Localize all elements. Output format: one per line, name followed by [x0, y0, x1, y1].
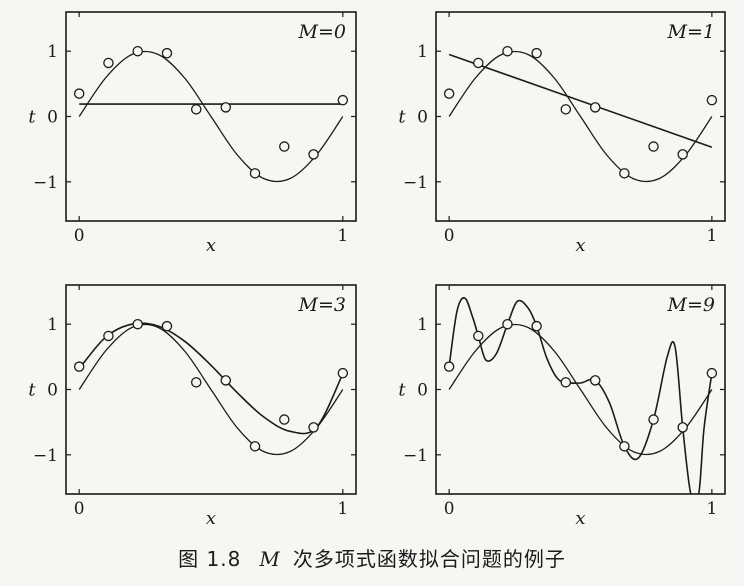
data-point: [73, 361, 85, 372]
data-point: [132, 318, 143, 330]
data-point: [443, 361, 455, 372]
data-point: [308, 422, 319, 433]
data-point: [648, 141, 659, 152]
y-axis-label: t: [28, 107, 36, 128]
data-point: [560, 377, 572, 388]
y-tick-label: 0: [417, 381, 428, 401]
data-point: [103, 57, 114, 69]
data-point: [589, 102, 601, 113]
plot-panel-2: −1 0 1 0 1 x t M=1: [398, 11, 726, 256]
data-point: [677, 149, 688, 160]
y-tick-label: 0: [47, 108, 58, 128]
data-point: [619, 441, 630, 452]
data-point: [337, 94, 349, 106]
data-point: [73, 88, 85, 99]
fitted-curve-series: [78, 322, 344, 435]
model-order-annotation: M=9: [667, 294, 715, 316]
x-tick-label: 1: [706, 499, 717, 519]
data-point: [706, 367, 718, 379]
series-group: [78, 50, 344, 183]
true-curve-series: [448, 323, 713, 456]
plot-panel-4: −1 0 1 0 1 x t M=9: [398, 284, 726, 529]
x-tick-label: 1: [337, 226, 348, 246]
data-point: [619, 168, 630, 179]
data-point: [220, 102, 232, 113]
data-point: [308, 149, 319, 160]
fitted-curve-series: [448, 53, 713, 148]
x-tick-label: 0: [74, 226, 85, 246]
data-point: [531, 320, 542, 332]
model-order-annotation: M=0: [298, 21, 346, 43]
fitted-curve-series: [448, 297, 713, 494]
model-order-annotation: M=3: [298, 294, 346, 316]
y-tick-label: 1: [47, 42, 58, 62]
x-tick-label: 0: [74, 499, 85, 519]
y-tick-label: −1: [403, 446, 428, 466]
data-point: [161, 47, 173, 59]
y-axis-label: t: [398, 380, 406, 401]
x-tick-label: 1: [337, 499, 348, 519]
plot-panel-3: −1 0 1 0 1 x t M=3: [28, 284, 357, 529]
data-point: [473, 57, 484, 69]
data-point: [249, 441, 261, 452]
y-tick-label: −1: [33, 446, 58, 466]
data-point: [337, 367, 349, 379]
data-point: [473, 330, 484, 342]
series-group: [448, 50, 713, 183]
data-point: [220, 375, 232, 386]
series-group: [78, 322, 344, 456]
y-tick-label: 1: [47, 315, 58, 335]
series-group: [448, 297, 713, 494]
true-curve-series: [78, 50, 344, 183]
data-point: [132, 45, 143, 57]
data-point: [443, 88, 455, 99]
plot-panel-1: −1 0 1 0 1 x t M=0: [28, 11, 357, 256]
data-point: [502, 45, 513, 57]
model-order-annotation: M=1: [667, 21, 715, 43]
y-tick-label: −1: [403, 173, 428, 193]
figure-caption: 图 1.8 M 次多项式函数拟合问题的例子: [0, 543, 744, 572]
x-axis-label: x: [575, 508, 585, 529]
x-tick-label: 1: [706, 226, 717, 246]
y-tick-label: 1: [417, 315, 428, 335]
data-point: [190, 104, 202, 115]
data-point: [560, 104, 572, 115]
caption-number: 图 1.8: [178, 547, 242, 571]
y-tick-label: 1: [417, 42, 428, 62]
caption-variable: M: [259, 547, 281, 571]
data-point: [161, 320, 173, 332]
y-axis-label: t: [28, 380, 36, 401]
true-curve-series: [78, 323, 344, 456]
y-tick-label: 0: [417, 108, 428, 128]
caption-text: 次多项式函数拟合问题的例子: [292, 547, 566, 571]
x-axis-label: x: [206, 508, 216, 529]
y-tick-label: 0: [47, 381, 58, 401]
data-point: [648, 414, 659, 425]
true-curve-series: [448, 50, 713, 183]
data-point: [279, 414, 290, 425]
x-axis-label: x: [575, 235, 585, 256]
x-tick-label: 0: [444, 499, 455, 519]
x-axis-label: x: [206, 235, 216, 256]
y-axis-label: t: [398, 107, 406, 128]
y-tick-label: −1: [33, 173, 58, 193]
data-point: [103, 330, 114, 342]
data-point: [589, 375, 601, 386]
data-point: [677, 422, 688, 433]
data-point: [531, 47, 542, 59]
data-point: [502, 318, 513, 330]
data-point: [279, 141, 290, 152]
data-point: [190, 377, 202, 388]
x-tick-label: 0: [444, 226, 455, 246]
data-point: [706, 94, 718, 106]
data-point: [249, 168, 261, 179]
